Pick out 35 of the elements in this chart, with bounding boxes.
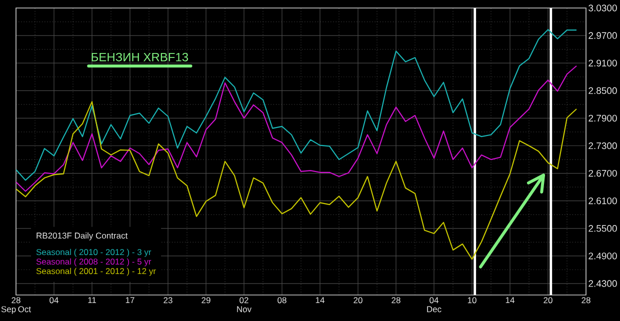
- x-tick-label: 28 Sep Oct: [1, 297, 31, 314]
- x-tick-label: 14: [506, 297, 514, 304]
- y-tick-label: 2.5500: [588, 225, 617, 232]
- y-tick-label: 2.9100: [588, 60, 617, 66]
- x-tick-label: 11: [88, 297, 96, 304]
- x-tick-label: 10: [468, 297, 476, 304]
- x-tick-label: 04: [50, 297, 58, 304]
- x-tick-label: 23: [164, 297, 172, 304]
- text: Seasonal ( 2010 - 2012 ) - 3 yr: [36, 248, 152, 257]
- line-series: [16, 65, 578, 192]
- y-tick-label: 3.0300: [588, 4, 617, 12]
- text: Seasonal ( 2008 - 2012 ) - 5 yr: [36, 258, 152, 266]
- y-tick-label: 2.9700: [588, 32, 617, 39]
- y-tick-label: 2.6100: [588, 198, 617, 204]
- line-series: [16, 29, 578, 181]
- x-tick-label: 02 Nov: [237, 297, 252, 312]
- text: БЕНЗИН XRBF13: [92, 52, 188, 62]
- x-tick-label: 29: [202, 297, 210, 304]
- text: Seasonal ( 2001 - 2012 ) - 12 yr: [36, 268, 156, 276]
- y-tick-label: 2.7300: [588, 142, 617, 150]
- y-tick-label: 2.8500: [588, 87, 617, 94]
- y-tick-label: 2.6700: [588, 170, 617, 177]
- x-tick-label: 08: [278, 297, 286, 304]
- line-series: [16, 101, 578, 260]
- y-tick-label: 2.4900: [588, 252, 617, 260]
- x-tick-label: 04 Dec: [427, 297, 442, 312]
- x-tick-label: 14: [316, 297, 324, 304]
- x-tick-label: 17: [126, 297, 134, 304]
- y-tick-label: 2.7900: [588, 114, 617, 122]
- x-tick-label: 20: [354, 297, 362, 304]
- x-tick-label: 28: [392, 297, 400, 304]
- x-tick-label: 20: [544, 297, 552, 304]
- legend-title: RB2013F Daily Contract: [36, 232, 128, 240]
- y-tick-label: 2.4300: [588, 280, 617, 287]
- x-tick-label: 28: [582, 297, 590, 304]
